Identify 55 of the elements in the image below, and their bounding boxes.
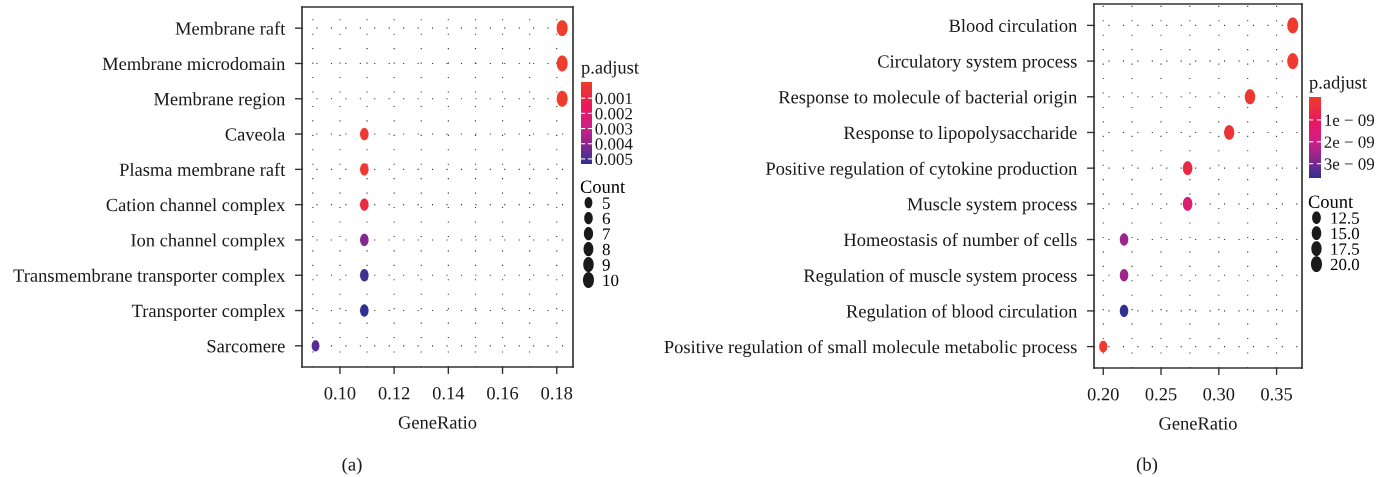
y-tick-label: Membrane region [154, 92, 286, 110]
y-tick-label: Positive regulation of small molecule metabolic process [664, 340, 1077, 358]
color-bar-title: p.adjust [581, 60, 639, 78]
y-tick-label: Homeostasis of number of cells [843, 232, 1077, 247]
legend-title: Count [580, 180, 626, 193]
x-tick-label: 0.14 [432, 386, 465, 400]
x-tick-label: 0.35 [1261, 387, 1293, 401]
y-tick-label: Ion channel complex [131, 233, 286, 251]
x-tick-label: 0.25 [1145, 387, 1177, 401]
legend-label: 7 [603, 228, 611, 240]
text: (a) [342, 457, 362, 475]
x-tick-label: 0.18 [541, 386, 573, 400]
x-tick-label: 0.10 [324, 386, 356, 400]
y-tick-label: Membrane raft [175, 21, 286, 35]
color-bar-label: 0.001 [595, 92, 632, 105]
y-tick-label: Response to molecule of bacterial origin [778, 90, 1078, 108]
legend-label: 9 [602, 259, 610, 271]
y-tick-label: Muscle system process [907, 197, 1077, 215]
legend-label: 5 [603, 197, 610, 209]
legend-label: 6 [602, 212, 610, 225]
color-bar-label: 0.002 [595, 107, 632, 120]
legend-title: Count [1308, 195, 1354, 208]
color-bar-label: 0.003 [595, 123, 633, 135]
y-tick-label: Caveola [225, 127, 286, 141]
y-tick-label: Cation channel complex [106, 198, 286, 215]
y-tick-label: Sarcomere [207, 340, 285, 353]
color-bar-label: 0.004 [595, 138, 633, 150]
y-tick-label: Response to lipopolysaccharide [843, 126, 1077, 143]
legend-label: 8 [602, 243, 610, 256]
y-tick-label: Plasma membrane raft [119, 162, 286, 176]
color-bar-label: 0.005 [595, 153, 633, 166]
y-tick-label: Positive regulation of cytokine production [765, 161, 1078, 179]
y-tick-label: Transmembrane transporter complex [13, 268, 286, 286]
color-bar-label: 2e − 09 [1324, 136, 1375, 148]
x-tick-label: 0.20 [1087, 387, 1119, 401]
color-bar-title: p.adjust [1309, 75, 1367, 93]
legend-label: 20.0 [1330, 258, 1360, 271]
x-axis-title: GeneRatio [398, 416, 477, 429]
legend-label: 10 [603, 274, 619, 287]
x-tick-label: 0.30 [1203, 387, 1235, 401]
x-tick-label: 0.16 [487, 386, 519, 400]
text: (b) [1136, 457, 1158, 475]
legend-label: 17.5 [1331, 243, 1360, 255]
y-tick-label: Blood circulation [949, 19, 1078, 32]
y-tick-label: Membrane microdomain [102, 57, 286, 71]
y-tick-label: Transporter complex [131, 304, 286, 321]
color-bar-label: 1e − 09 [1325, 114, 1375, 126]
y-tick-label: Circulatory system process [878, 54, 1077, 72]
y-tick-label: Regulation of blood circulation [846, 304, 1078, 322]
legend-label: 12.5 [1331, 212, 1360, 224]
x-axis-title: GeneRatio [1159, 417, 1237, 430]
legend-label: 15.0 [1331, 227, 1360, 240]
x-tick-label: 0.12 [378, 386, 410, 400]
color-bar-label: 3e − 09 [1324, 158, 1375, 170]
y-tick-label: Regulation of muscle system process [803, 268, 1077, 286]
